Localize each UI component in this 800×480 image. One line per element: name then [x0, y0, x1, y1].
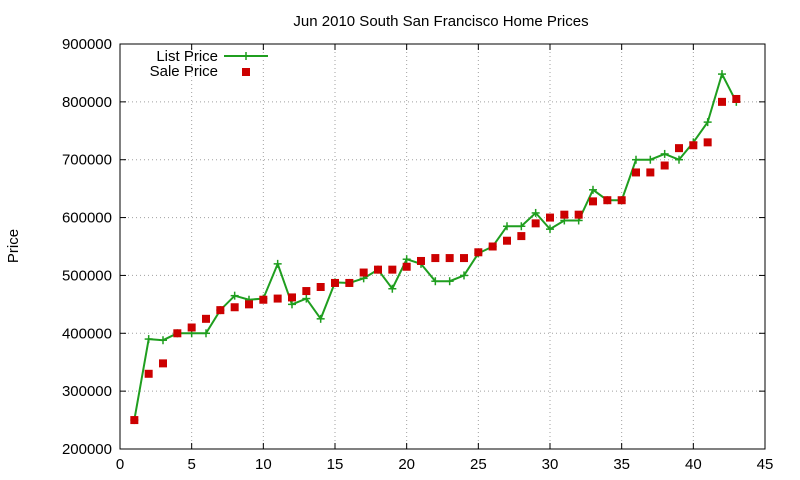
sale-price-point [646, 168, 655, 177]
list-price-point [703, 118, 712, 127]
x-tick-label: 30 [542, 456, 559, 473]
sale-price-point [374, 265, 382, 274]
list-price-point [144, 335, 153, 344]
x-tick-label: 15 [327, 456, 344, 473]
list-price-line [133, 71, 738, 421]
y-tick-label: 500000 [62, 267, 112, 284]
list-price-point [288, 300, 296, 309]
sale-price-point [689, 141, 698, 150]
y-tick-label: 600000 [62, 210, 112, 227]
sale-price-point [345, 278, 354, 287]
sale-price-point [288, 293, 296, 302]
sale-price-point [474, 248, 483, 257]
sale-price-point [402, 262, 411, 271]
sale-price-point [488, 242, 497, 251]
y-tick-label: 800000 [62, 94, 112, 111]
sale-price-point [331, 278, 339, 287]
sale-price-point [632, 168, 640, 177]
list-price-point [531, 208, 540, 217]
legend-label-sale-price: Sale Price [150, 63, 218, 80]
list-price-point [546, 225, 554, 234]
x-tick-label: 5 [187, 456, 195, 473]
sale-price-point [388, 265, 397, 274]
list-price-point [517, 222, 526, 231]
list-price-point [718, 70, 726, 79]
legend-marker-sale-price [242, 68, 250, 76]
list-price-point [202, 329, 210, 338]
x-tick-label: 40 [685, 456, 702, 473]
sale-price-point [159, 359, 167, 368]
sale-price-point [216, 306, 225, 315]
series-layer [130, 70, 741, 425]
list-price-point [445, 277, 454, 286]
sale-price-point [187, 323, 196, 332]
sale-price-point [202, 314, 210, 323]
legend-label-list-price: List Price [156, 48, 218, 65]
sale-price-point [130, 416, 139, 425]
sale-price-point [574, 210, 583, 219]
list-price-point [632, 155, 640, 164]
axes: 0 5 10 15 20 25 30 35 40 45 200000 300000 400000 5000… [62, 36, 773, 473]
sale-price-point [460, 254, 468, 263]
sale-price-point [431, 254, 440, 263]
sale-price-point [316, 283, 325, 291]
y-axis-label: Price [5, 229, 22, 263]
sale-price-point [732, 94, 741, 103]
sale-price-point [703, 138, 712, 147]
y-tick-label: 400000 [62, 325, 112, 342]
legend: List Price Sale Price [150, 48, 268, 80]
sale-price-point [617, 196, 626, 205]
chart-title: Jun 2010 South San Francisco Home Prices [293, 13, 588, 30]
x-tick-label: 0 [116, 456, 124, 473]
list-price-point [431, 277, 440, 286]
sale-price-point [675, 144, 683, 153]
sale-price-point [245, 300, 253, 309]
list-price-point [646, 155, 655, 164]
sale-price-point [230, 303, 239, 312]
list-price-point [460, 271, 468, 280]
list-price-point [503, 222, 511, 231]
sale-price-point [503, 236, 511, 245]
sale-price-point [718, 97, 726, 106]
sale-price-point [302, 287, 311, 296]
sale-price-point [144, 369, 153, 378]
sale-price-point [417, 256, 425, 265]
list-price-point [230, 291, 239, 300]
list-price-point [316, 314, 325, 323]
sale-price-point [445, 254, 454, 263]
y-tick-label: 700000 [62, 152, 112, 169]
sale-price-point [660, 161, 669, 170]
sale-price-point [173, 329, 182, 338]
list-price-point [675, 155, 683, 164]
sale-price-point [560, 210, 569, 219]
x-tick-label: 35 [613, 456, 630, 473]
y-tick-label: 900000 [62, 36, 112, 53]
grid-lines [120, 44, 765, 449]
sale-price-point [259, 295, 268, 304]
sale-price-point [589, 197, 597, 206]
list-price-point [273, 259, 282, 268]
list-price-point [302, 294, 311, 303]
list-price-point [159, 336, 167, 345]
x-tick-label: 20 [398, 456, 415, 473]
list-price-point [589, 185, 597, 194]
plot-frame [119, 43, 766, 450]
sale-price-point [546, 213, 554, 222]
legend-marker-list-price [242, 52, 250, 60]
list-price-point [388, 284, 397, 293]
sale-price-point [531, 219, 540, 228]
x-tick-label: 45 [757, 456, 774, 473]
sale-price-point [517, 232, 526, 241]
x-tick-label: 25 [470, 456, 487, 473]
sale-price-point [359, 268, 368, 277]
sale-price-point [273, 294, 282, 303]
sale-price-point [603, 196, 612, 205]
y-tick-label: 300000 [62, 383, 112, 400]
y-tick-label: 200000 [62, 441, 112, 458]
list-price-point [660, 149, 669, 158]
x-tick-label: 10 [255, 456, 272, 473]
list-price-point [402, 255, 411, 264]
